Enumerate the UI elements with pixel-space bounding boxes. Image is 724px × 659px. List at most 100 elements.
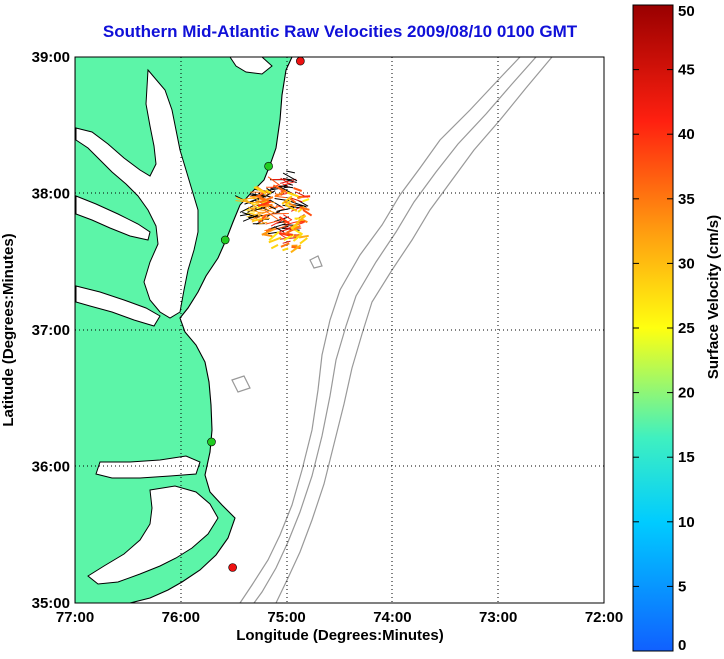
velocity-vector bbox=[239, 205, 254, 213]
velocity-vector bbox=[242, 214, 259, 222]
velocity-vector bbox=[273, 224, 289, 231]
velocity-vector bbox=[293, 224, 301, 231]
colorbar-tick-label: 40 bbox=[678, 126, 695, 143]
velocity-vector bbox=[276, 205, 284, 208]
plot-frame bbox=[74, 56, 605, 604]
velocity-vector bbox=[248, 206, 260, 214]
colorbar-label: Surface Velocity (cm/s) bbox=[705, 215, 722, 379]
velocity-vector bbox=[264, 209, 279, 221]
hf-radar-stations bbox=[207, 57, 305, 572]
velocity-vector bbox=[267, 231, 278, 235]
velocity-vector bbox=[268, 231, 280, 242]
velocity-vector bbox=[262, 217, 271, 221]
colorbar-ticks: 0 5 10 15 20 25 30 35 40 45 50 bbox=[633, 3, 695, 654]
velocity-vector bbox=[281, 195, 293, 205]
colorbar-tick-label: 50 bbox=[678, 3, 695, 20]
velocity-vector bbox=[264, 203, 273, 207]
velocity-vector bbox=[293, 187, 303, 192]
velocity-vectors bbox=[234, 170, 313, 254]
velocity-vector bbox=[286, 191, 299, 198]
colorbar-tick-label: 35 bbox=[678, 191, 695, 208]
velocity-vector bbox=[279, 227, 292, 233]
x-axis-label: Longitude (Degrees:Minutes) bbox=[236, 627, 444, 644]
velocity-vector bbox=[262, 233, 273, 238]
velocity-vector bbox=[265, 189, 272, 194]
longitude-ticks: 77:00 76:00 75:00 74:00 73:00 72:00 bbox=[56, 609, 623, 626]
velocity-vector bbox=[282, 204, 300, 209]
velocity-vector bbox=[282, 172, 298, 182]
velocity-vector bbox=[256, 219, 264, 225]
velocity-vector bbox=[290, 224, 299, 231]
station-green-marker bbox=[207, 437, 216, 447]
velocity-vector bbox=[286, 170, 296, 174]
velocity-vector bbox=[265, 220, 278, 225]
lon-tick-label: 73:00 bbox=[479, 609, 517, 626]
velocity-vector bbox=[283, 186, 290, 189]
velocity-vector bbox=[299, 237, 308, 245]
lat-tick-label: 35:00 bbox=[32, 595, 70, 612]
velocity-vector bbox=[268, 223, 286, 230]
lat-tick-label: 37:00 bbox=[32, 322, 70, 339]
velocity-vector bbox=[247, 206, 258, 213]
lon-tick-label: 75:00 bbox=[267, 609, 305, 626]
velocity-vector bbox=[283, 214, 293, 221]
velocity-vector bbox=[270, 244, 279, 250]
velocity-vector bbox=[282, 247, 289, 252]
latitude-ticks: 39:00 38:00 37:00 36:00 35:00 bbox=[32, 49, 70, 612]
velocity-vector bbox=[298, 234, 309, 239]
pamlico-sound bbox=[87, 485, 219, 585]
lon-tick-label: 72:00 bbox=[585, 609, 623, 626]
velocity-vector bbox=[272, 184, 286, 193]
velocity-vector bbox=[290, 244, 302, 254]
velocity-vector bbox=[268, 236, 282, 244]
velocity-vector bbox=[278, 216, 290, 225]
velocity-vector bbox=[280, 242, 290, 248]
velocity-vector bbox=[265, 227, 272, 233]
velocity-vector bbox=[284, 228, 293, 235]
velocity-vector bbox=[253, 186, 267, 195]
map-grid bbox=[75, 57, 604, 603]
lat-tick-label: 38:00 bbox=[32, 186, 70, 203]
map-title: Southern Mid-Atlantic Raw Velocities 200… bbox=[102, 22, 578, 41]
velocity-vector bbox=[251, 217, 263, 222]
velocity-vector bbox=[256, 190, 268, 198]
velocity-vector bbox=[258, 221, 268, 225]
velocity-vector bbox=[254, 206, 266, 211]
velocity-vector bbox=[270, 184, 288, 190]
colorbar-tick-label: 0 bbox=[678, 637, 686, 654]
velocity-vector bbox=[242, 212, 256, 218]
lon-tick-label: 74:00 bbox=[373, 609, 411, 626]
lat-tick-label: 39:00 bbox=[32, 49, 70, 66]
velocity-vector bbox=[249, 202, 258, 206]
velocity-vector bbox=[259, 196, 274, 204]
velocity-vector bbox=[292, 233, 303, 242]
velocity-vector bbox=[284, 179, 297, 183]
station-green-marker bbox=[264, 161, 273, 171]
delaware-bay bbox=[229, 57, 273, 75]
velocity-vector bbox=[269, 199, 283, 208]
velocity-vector bbox=[298, 204, 306, 207]
velocity-vector bbox=[302, 209, 313, 217]
colorbar-tick-label: 15 bbox=[678, 449, 695, 466]
y-axis-label: Latitude (Degrees:Minutes) bbox=[0, 233, 17, 426]
velocity-vector bbox=[267, 176, 283, 188]
colorbar-tick-label: 10 bbox=[678, 514, 695, 531]
velocity-vector bbox=[262, 200, 269, 205]
velocity-vector bbox=[257, 200, 272, 208]
bathymetry-contours bbox=[231, 57, 553, 603]
velocity-vector bbox=[292, 233, 300, 239]
velocity-vector bbox=[280, 177, 290, 185]
velocity-vector bbox=[284, 181, 295, 186]
station-green-marker bbox=[220, 235, 230, 245]
albemarle-sound bbox=[95, 455, 201, 479]
velocity-vector bbox=[282, 232, 293, 236]
lat-tick-label: 36:00 bbox=[32, 459, 70, 476]
velocity-vector bbox=[302, 198, 310, 203]
chesapeake-bay bbox=[75, 68, 199, 319]
velocity-vector bbox=[282, 224, 294, 226]
velocity-vector bbox=[297, 195, 304, 200]
james-river bbox=[75, 285, 161, 327]
velocity-vector bbox=[284, 200, 292, 207]
colorbar-tick-label: 45 bbox=[678, 62, 695, 79]
